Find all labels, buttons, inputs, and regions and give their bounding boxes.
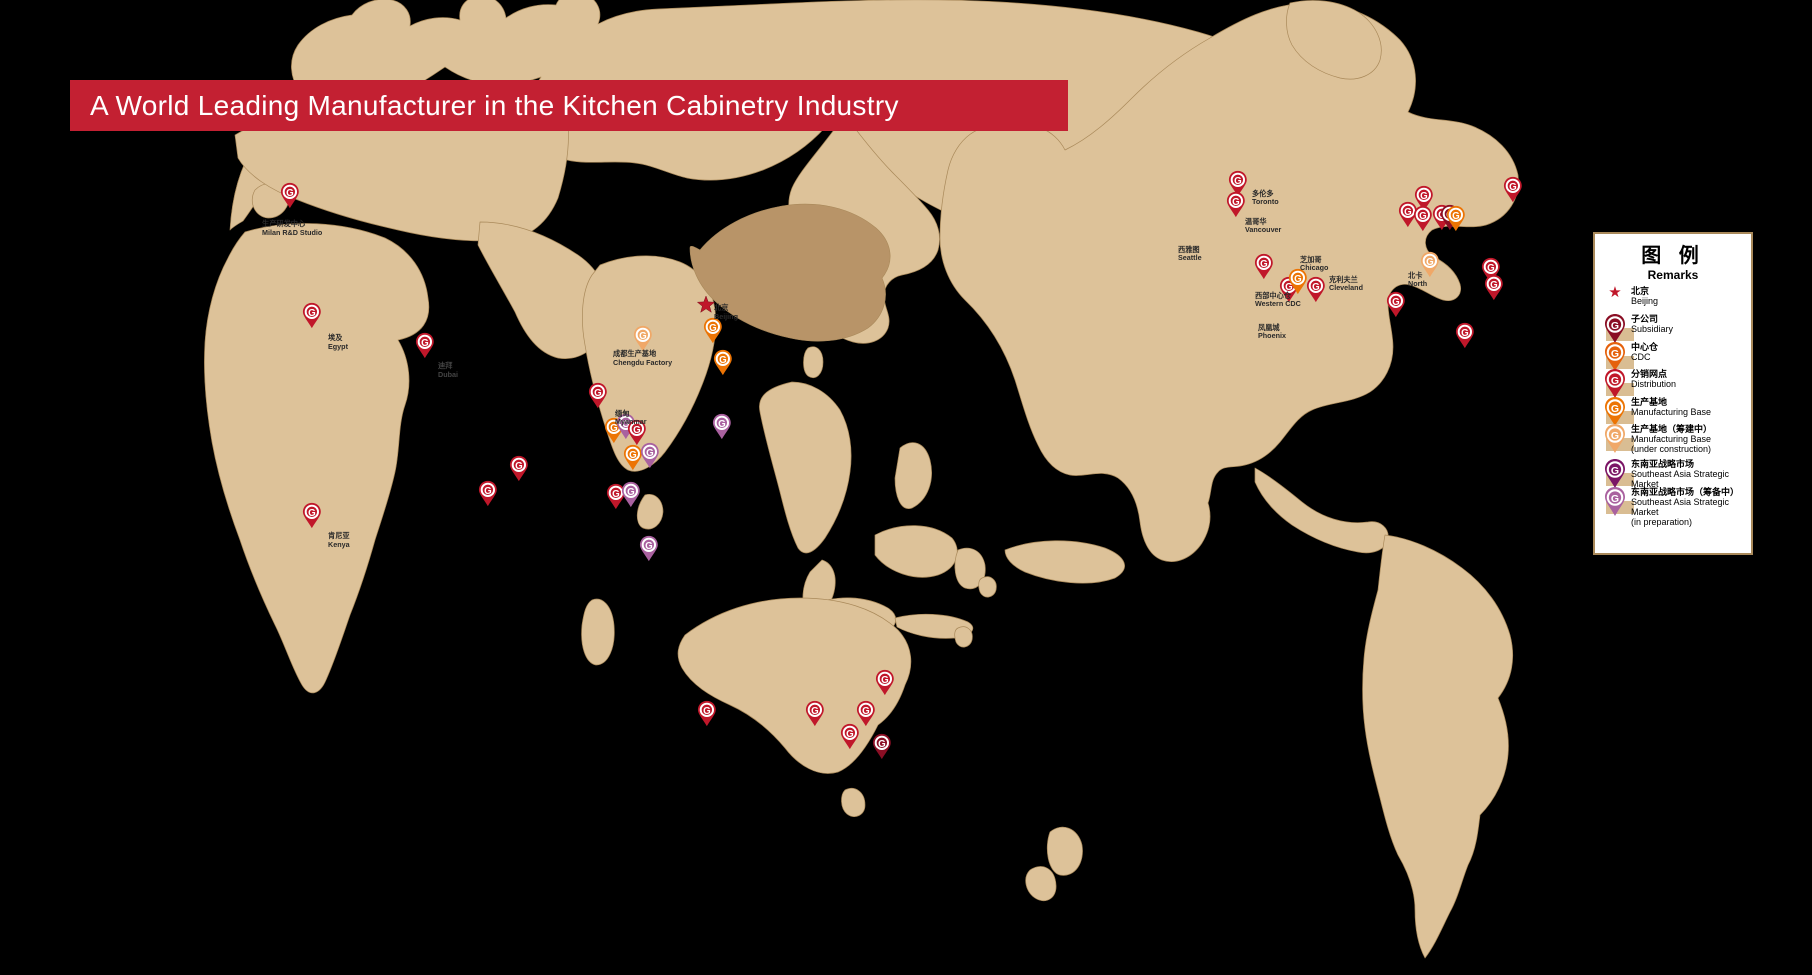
svg-text:G: G bbox=[719, 355, 727, 366]
svg-text:G: G bbox=[1420, 191, 1428, 202]
svg-text:G: G bbox=[627, 487, 635, 498]
svg-text:Milan R&D Studio: Milan R&D Studio bbox=[262, 228, 323, 237]
svg-text:Western CDC: Western CDC bbox=[1255, 299, 1301, 308]
svg-text:G: G bbox=[645, 541, 653, 552]
svg-text:G: G bbox=[1419, 211, 1427, 222]
svg-text:G: G bbox=[709, 323, 717, 334]
svg-text:G: G bbox=[1611, 348, 1619, 360]
svg-text:G: G bbox=[881, 675, 889, 686]
svg-text:Myanmar: Myanmar bbox=[615, 417, 647, 426]
svg-text:生产研发中心: 生产研发中心 bbox=[262, 219, 306, 228]
svg-text:G: G bbox=[1426, 257, 1434, 268]
svg-text:Chicago: Chicago bbox=[1300, 263, 1329, 272]
svg-text:Vancouver: Vancouver bbox=[1245, 225, 1282, 234]
svg-text:G: G bbox=[308, 308, 316, 319]
svg-text:迪拜: 迪拜 bbox=[438, 361, 453, 370]
svg-text:G: G bbox=[1490, 280, 1498, 291]
svg-text:Egypt: Egypt bbox=[328, 342, 349, 351]
svg-text:G: G bbox=[1611, 375, 1619, 387]
svg-text:G: G bbox=[1452, 211, 1460, 222]
svg-text:Beijing: Beijing bbox=[714, 312, 738, 321]
svg-text:G: G bbox=[862, 706, 870, 717]
svg-text:G: G bbox=[515, 461, 523, 472]
svg-text:Dubai: Dubai bbox=[438, 370, 458, 379]
svg-text:G: G bbox=[639, 331, 647, 342]
svg-text:G: G bbox=[1461, 328, 1469, 339]
svg-text:G: G bbox=[1487, 263, 1495, 274]
svg-text:G: G bbox=[1611, 403, 1619, 415]
svg-text:Kenya: Kenya bbox=[328, 540, 351, 549]
svg-text:G: G bbox=[1611, 493, 1619, 505]
svg-text:G: G bbox=[612, 489, 620, 500]
svg-text:G: G bbox=[718, 419, 726, 430]
svg-text:G: G bbox=[646, 448, 654, 459]
svg-text:G: G bbox=[703, 706, 711, 717]
svg-text:G: G bbox=[1611, 430, 1619, 442]
svg-text:G: G bbox=[1234, 176, 1242, 187]
svg-text:G: G bbox=[1611, 465, 1619, 477]
svg-text:G: G bbox=[484, 486, 492, 497]
svg-text:北京: 北京 bbox=[714, 303, 728, 312]
svg-text:North: North bbox=[1408, 279, 1427, 288]
svg-text:G: G bbox=[1312, 282, 1320, 293]
svg-text:G: G bbox=[1260, 259, 1268, 270]
svg-text:G: G bbox=[308, 508, 316, 519]
svg-text:Toronto: Toronto bbox=[1252, 197, 1279, 206]
svg-text:G: G bbox=[1404, 207, 1412, 218]
svg-text:G: G bbox=[633, 425, 641, 436]
svg-text:成都生产基地: 成都生产基地 bbox=[613, 349, 657, 358]
svg-text:G: G bbox=[846, 729, 854, 740]
svg-text:G: G bbox=[1392, 297, 1400, 308]
svg-text:G: G bbox=[1294, 274, 1302, 285]
svg-text:G: G bbox=[629, 450, 637, 461]
svg-text:G: G bbox=[594, 388, 602, 399]
svg-text:Phoenix: Phoenix bbox=[1258, 331, 1286, 340]
svg-text:G: G bbox=[878, 739, 886, 750]
svg-text:G: G bbox=[1232, 197, 1240, 208]
svg-text:G: G bbox=[421, 338, 429, 349]
svg-text:Chengdu Factory: Chengdu Factory bbox=[613, 358, 672, 367]
svg-text:G: G bbox=[286, 188, 294, 199]
svg-text:肯尼亚: 肯尼亚 bbox=[328, 531, 350, 540]
svg-text:Cleveland: Cleveland bbox=[1329, 283, 1363, 292]
svg-text:G: G bbox=[1509, 182, 1517, 193]
svg-text:G: G bbox=[811, 706, 819, 717]
svg-text:G: G bbox=[1611, 320, 1619, 332]
svg-text:埃及: 埃及 bbox=[328, 333, 343, 342]
svg-text:Seattle: Seattle bbox=[1178, 253, 1202, 262]
